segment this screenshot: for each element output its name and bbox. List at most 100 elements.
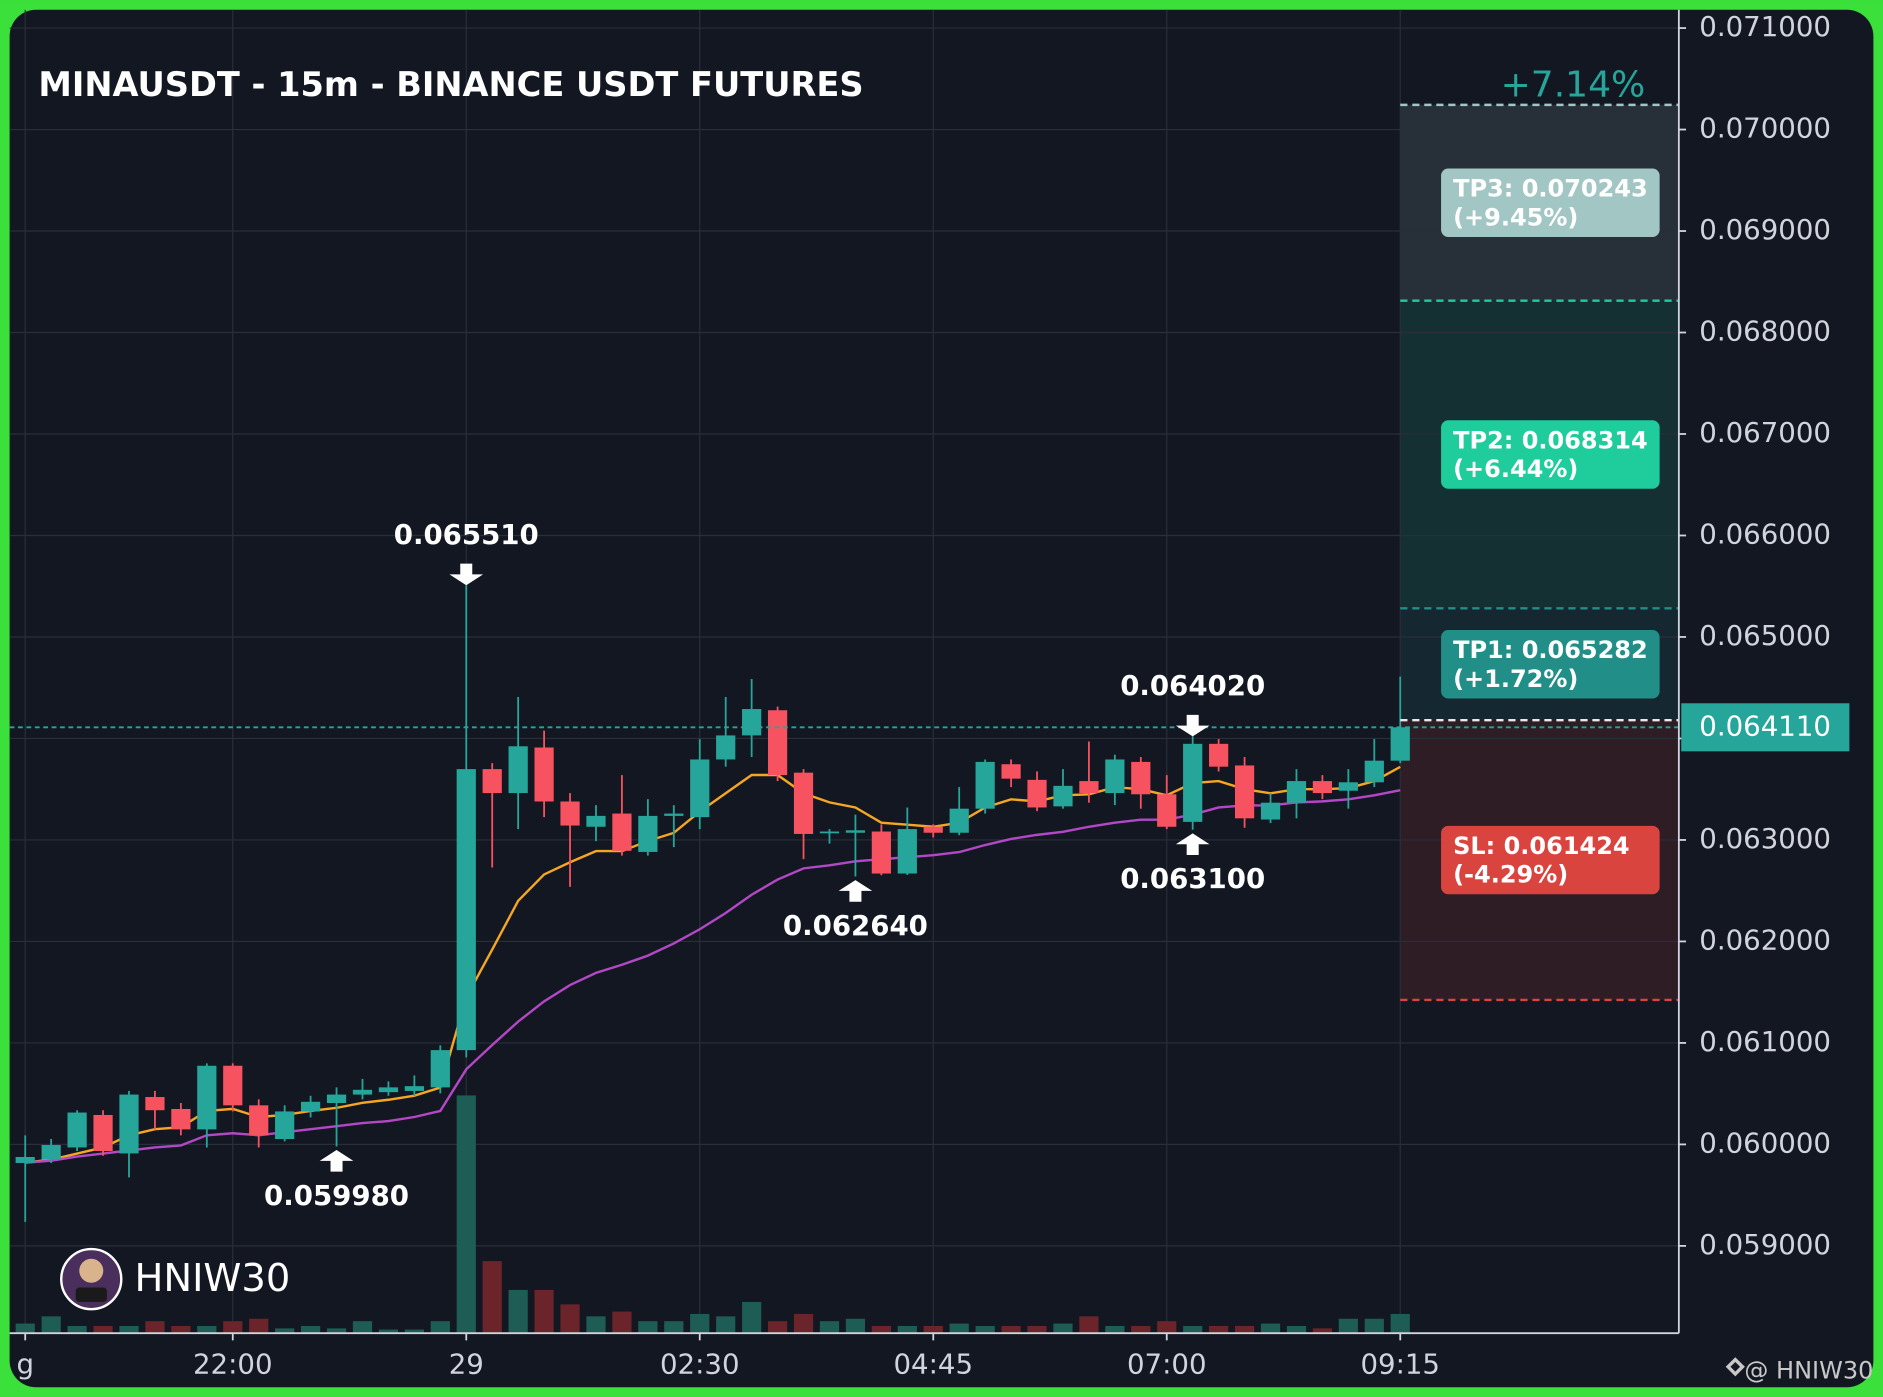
extreme-arrow: [449, 563, 484, 586]
volume-bar: [793, 1313, 814, 1334]
level-box: [1441, 825, 1660, 895]
level-label: TP3: 0.070243: [1453, 175, 1648, 203]
extreme-arrow: [838, 880, 873, 902]
candle-body: [249, 1105, 269, 1136]
candle-body: [482, 769, 502, 794]
candle-body: [145, 1097, 165, 1111]
candle-body: [612, 813, 632, 851]
last-price-label: 0.064110: [1699, 709, 1831, 742]
volume-bar: [249, 1318, 269, 1334]
candle-body: [793, 772, 814, 834]
volume-bar: [534, 1289, 554, 1334]
volume-bar: [67, 1325, 87, 1334]
candle-body: [404, 1086, 424, 1091]
extreme-label: 0.059980: [264, 1179, 409, 1212]
volume-bar: [1131, 1325, 1151, 1334]
x-tick-label: 02:30: [660, 1348, 740, 1381]
candle-body: [1234, 765, 1255, 819]
volume-bar: [716, 1316, 736, 1334]
volume-bar: [404, 1329, 424, 1334]
extreme-label: 0.062640: [783, 909, 928, 942]
volume-bar: [897, 1325, 917, 1334]
level-change: (+6.44%): [1453, 455, 1578, 483]
candle-body: [119, 1094, 139, 1154]
volume-bar: [612, 1311, 632, 1334]
candle-body: [742, 709, 762, 736]
extreme-label: 0.065510: [394, 518, 539, 551]
volume-bar: [975, 1325, 995, 1334]
volume-bar: [1001, 1325, 1021, 1334]
candle-body: [975, 761, 995, 809]
candle-body: [197, 1065, 217, 1130]
candle-body: [1053, 785, 1073, 807]
volume-bar: [326, 1328, 347, 1334]
x-tick-label: 04:45: [893, 1348, 973, 1381]
volume-bar: [1390, 1313, 1410, 1334]
credit-icon: [1725, 1357, 1745, 1377]
y-tick-label: 0.061000: [1699, 1025, 1831, 1058]
candle-body: [819, 831, 840, 834]
volume-bar: [845, 1318, 866, 1334]
candle-body: [638, 815, 658, 852]
candle-body: [716, 735, 736, 760]
candle-body: [586, 815, 606, 827]
candle-body: [15, 1156, 35, 1163]
volume-bar: [560, 1304, 580, 1334]
volume-bar: [171, 1325, 191, 1334]
candle-body: [1260, 802, 1281, 820]
y-tick-label: 0.067000: [1699, 416, 1831, 449]
credit: @ HNIW30: [1744, 1357, 1873, 1385]
last-price-box: [1681, 703, 1850, 752]
candle-body: [223, 1065, 243, 1106]
candle-body: [456, 769, 476, 1051]
volume-bar: [664, 1321, 684, 1334]
avatar-body: [75, 1287, 107, 1302]
volume-bar: [197, 1325, 217, 1334]
volume-bar: [871, 1325, 891, 1334]
candle-body: [1312, 781, 1333, 794]
volume-bar: [1234, 1325, 1255, 1334]
candle-body: [67, 1112, 87, 1148]
y-tick-label: 0.069000: [1699, 213, 1831, 246]
extreme-label: 0.064020: [1120, 669, 1265, 702]
x-tick-label: 29: [449, 1348, 484, 1381]
volume-bar: [1027, 1325, 1047, 1334]
watermark: HNIW30: [135, 1256, 291, 1301]
volume-bar: [223, 1321, 243, 1334]
candle-body: [767, 710, 788, 776]
volume-bar: [1079, 1316, 1099, 1334]
volume-bar: [1312, 1328, 1333, 1334]
y-tick-label: 0.059000: [1699, 1228, 1831, 1261]
y-tick-label: 0.062000: [1699, 923, 1831, 956]
y-tick-label: 0.070000: [1699, 112, 1831, 145]
level-change: (-4.29%): [1453, 861, 1568, 889]
volume-bar: [586, 1316, 606, 1334]
volume-bar: [15, 1323, 35, 1334]
volume-bar: [482, 1261, 502, 1334]
volume-bar: [767, 1321, 788, 1334]
candle-body: [1338, 782, 1358, 791]
volume-bar: [949, 1323, 969, 1334]
level-label: TP2: 0.068314: [1453, 426, 1648, 454]
candle-body: [430, 1050, 450, 1088]
volume-bar: [1183, 1325, 1203, 1334]
candle-body: [326, 1094, 347, 1104]
volume-bar: [1053, 1323, 1073, 1334]
candle-body: [1157, 794, 1177, 827]
candle-body: [845, 830, 866, 833]
y-tick-label: 0.066000: [1699, 517, 1831, 550]
volume-bar: [1209, 1325, 1229, 1334]
candle-body: [41, 1145, 61, 1160]
candle-body: [1079, 781, 1099, 794]
volume-bar: [742, 1301, 762, 1334]
candle-body: [949, 808, 969, 833]
candle-body: [352, 1089, 373, 1095]
volume-bar: [456, 1095, 476, 1334]
candle-body: [171, 1108, 191, 1130]
y-tick-label: 0.068000: [1699, 315, 1831, 348]
volume-bar: [1105, 1325, 1125, 1334]
y-tick-label: 0.065000: [1699, 619, 1831, 652]
candle-body: [923, 826, 943, 833]
